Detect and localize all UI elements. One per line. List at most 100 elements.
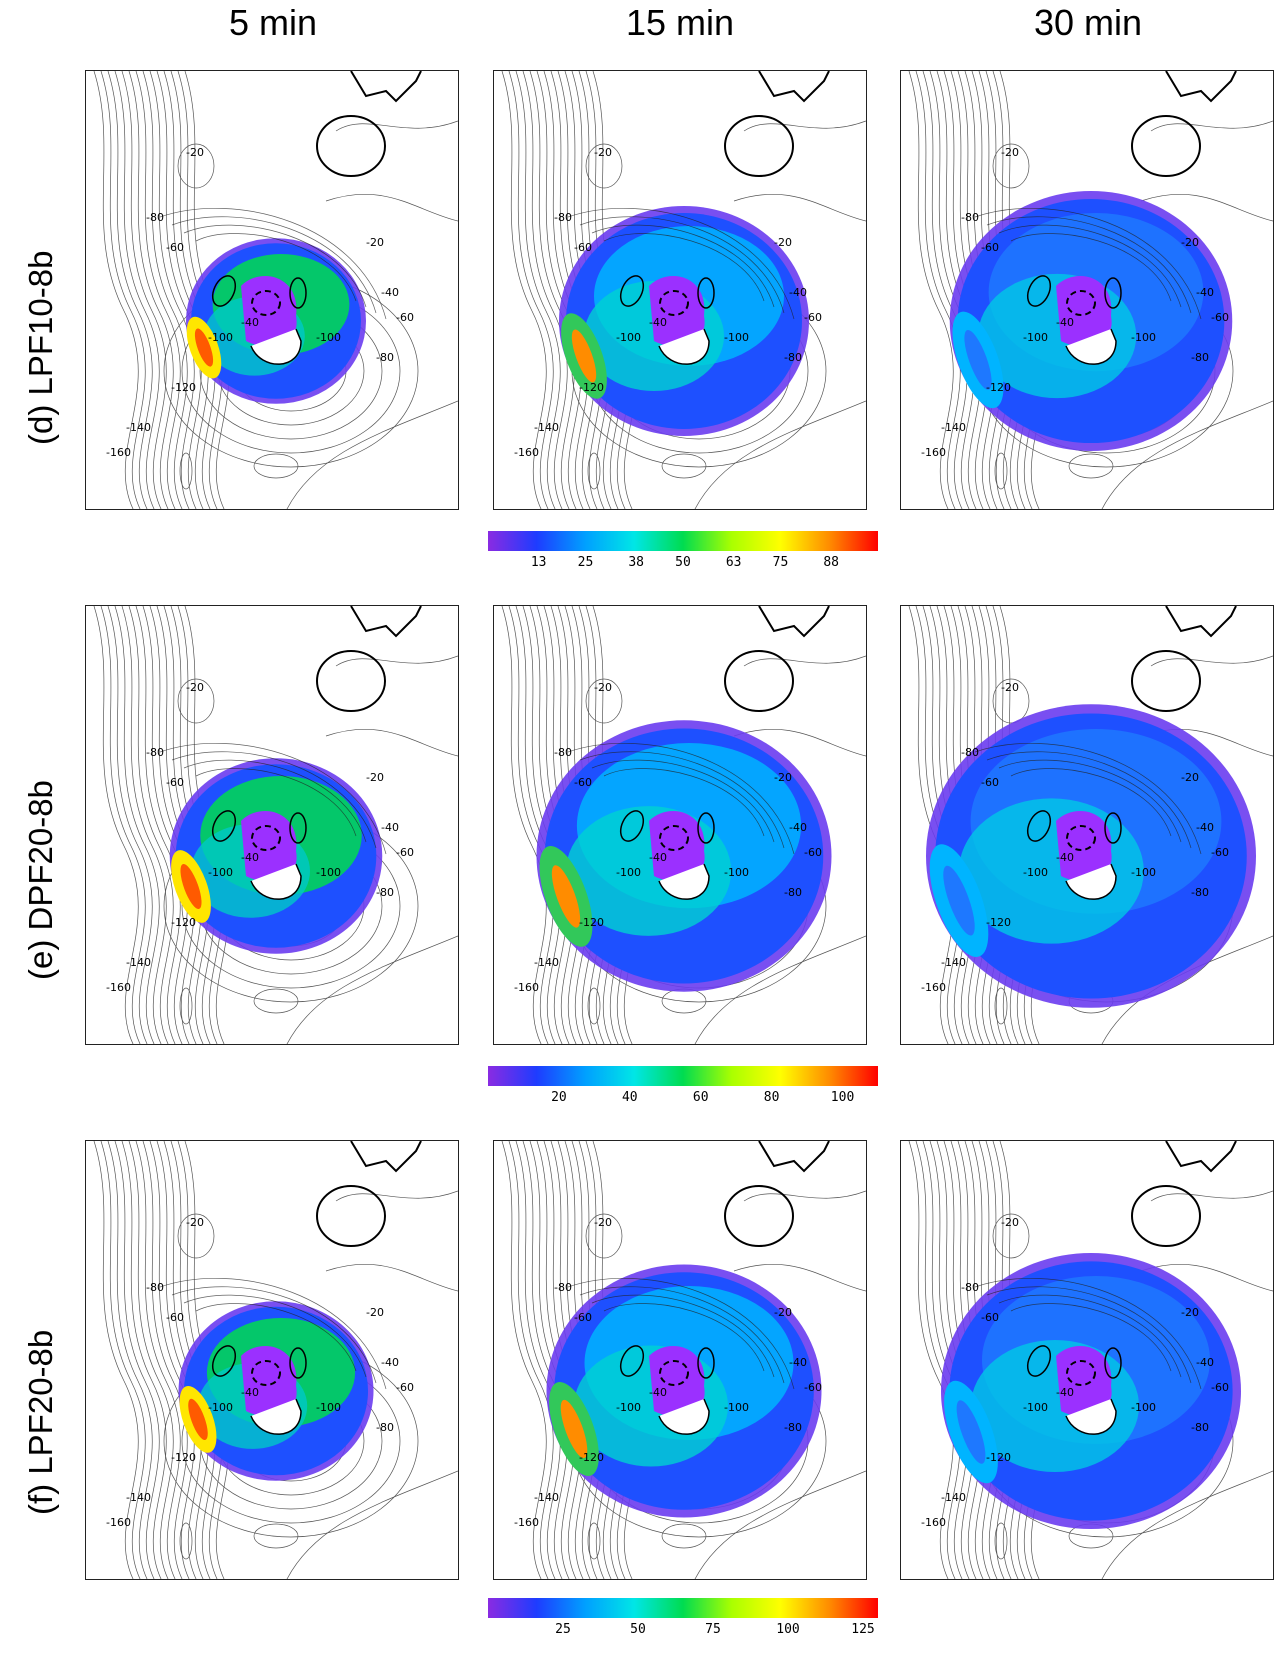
crater-outline [316,650,386,712]
contour-label: -20 [366,771,384,784]
colorbar-d: 13 25 38 50 63 75 88 [488,531,878,571]
map-svg: -20 -40 -60 -80 -100 -120 -140 -160 -20 -40 -60 -10… [501,1141,866,1579]
colorbar-tick: 75 [705,1622,721,1637]
crater-lake [1065,328,1117,365]
contour-label: -140 [534,1491,559,1504]
contour-label: -40 [789,821,807,834]
contour-label: -80 [554,1281,572,1294]
coastline [350,1141,422,1173]
deposit-contours [974,1277,1202,1390]
crater-lake [1065,863,1117,900]
crater-outline [724,115,794,177]
contour-label: -40 [649,1386,667,1399]
contour-label: -100 [724,331,749,344]
contour-label: -20 [1181,236,1199,249]
contour-label: -120 [579,381,604,394]
contour-label: -100 [316,331,341,344]
contour-label: -20 [774,771,792,784]
crater-outline [1131,1185,1201,1247]
vent-region [649,811,705,882]
vent-region [241,1346,297,1417]
contour-label: -60 [574,1311,592,1324]
contour-label: -160 [921,1516,946,1529]
column-title-15min: 15 min [625,2,735,43]
contour-label: -60 [981,776,999,789]
contour-label: -40 [1056,1386,1074,1399]
contour-label: -100 [316,1401,341,1414]
contour-label: -140 [941,956,966,969]
coastline [350,606,422,638]
contour-label: -100 [724,866,749,879]
colorbar-tick: 50 [675,555,691,570]
contour-label: -40 [381,286,399,299]
contour-label: -80 [376,886,394,899]
column-title-30min: 30 min [1033,2,1143,43]
contour-label: -80 [1191,351,1209,364]
deposit-contours [159,207,387,320]
contour-label: -160 [514,981,539,994]
colorbar-e-ticks: 20 40 60 80 100 [488,1086,878,1106]
contour-label: -40 [789,1356,807,1369]
colorbar-f-ticks: 25 50 75 100 125 [488,1618,878,1638]
vent-dashed-outline [1066,1360,1096,1386]
contour-label: -20 [366,1306,384,1319]
contour-label: -60 [574,241,592,254]
contour-label: -120 [171,381,196,394]
colorbar-tick: 25 [555,1622,571,1637]
contour-label: -40 [241,851,259,864]
colorbar-d-ticks: 13 25 38 50 63 75 88 [488,551,878,571]
contour-label: -100 [316,866,341,879]
contour-label: -40 [1196,286,1214,299]
coastline [1165,71,1237,103]
map-svg: -20 -40 -60 -80 -100 -120 -140 -160 -20 -40 -60 -10… [501,71,866,509]
contour-label: -80 [784,351,802,364]
contour-label: -100 [616,866,641,879]
map-panel-r1-c3: -20 -40 -60 -80 -100 -120 -140 -160 -20 -40 -60 -10… [900,70,1274,510]
contour-labels: -20 -40 -60 -80 -100 -120 -140 -160 -20 -40 -60 -10… [921,146,1229,459]
vent-region [1056,276,1112,347]
contour-label: -80 [554,746,572,759]
crater-outline [316,115,386,177]
contour-label: -40 [241,316,259,329]
coastline [1165,606,1237,638]
contour-label: -100 [1023,331,1048,344]
contour-label: -100 [208,331,233,344]
vent-dashed-outline [1066,825,1096,851]
map-svg: -20 -40 -60 -80 -100 -120 -140 -160 -20 -40 -60 -10… [93,1141,458,1579]
vent-region [649,1346,705,1417]
contour-label: -60 [574,776,592,789]
vent-region [649,276,705,347]
contour-label: -20 [1001,146,1019,159]
row-title-e: (e) DPF20-8b [22,780,59,980]
contour-label: -20 [594,681,612,694]
contour-label: -120 [579,1451,604,1464]
vent-dashed-outline [659,290,689,316]
contour-labels: -20 -40 -60 -80 -100 -120 -140 -160 -20 -40 -60 -10… [514,1216,822,1529]
crater-lake [658,328,710,365]
contour-label: -100 [1131,866,1156,879]
contour-label: -80 [784,1421,802,1434]
contour-label: -40 [1056,851,1074,864]
contour-label: -80 [146,1281,164,1294]
contour-label: -80 [376,1421,394,1434]
contour-label: -80 [961,746,979,759]
contour-label: -40 [649,851,667,864]
contour-label: -60 [981,1311,999,1324]
contour-label: -160 [106,981,131,994]
contour-labels: -20 -40 -60 -80 -100 -120 -140 -160 -20 -40 -60 -10… [106,681,414,994]
colorbar-tick: 20 [551,1090,567,1105]
colorbar-tick: 60 [692,1090,709,1105]
vent-dashed-outline [251,1360,281,1386]
contour-label: -100 [1131,1401,1156,1414]
vent-region [1056,811,1112,882]
contour-label: -60 [396,846,414,859]
contour-label: -20 [594,1216,612,1229]
contour-label: -80 [146,211,164,224]
contour-label: -80 [1191,886,1209,899]
contour-label: -120 [986,381,1011,394]
map-panel-r3-c2: -20 -40 -60 -80 -100 -120 -140 -160 -20 -40 -60 -10… [493,1140,867,1580]
contour-labels: -20 -40 -60 -80 -100 -120 -140 -160 -20 -40 -60 -10… [106,146,414,459]
deposit-contours [567,742,795,855]
deposit-contours [159,742,387,855]
colorbar-d-gradient [488,531,878,551]
